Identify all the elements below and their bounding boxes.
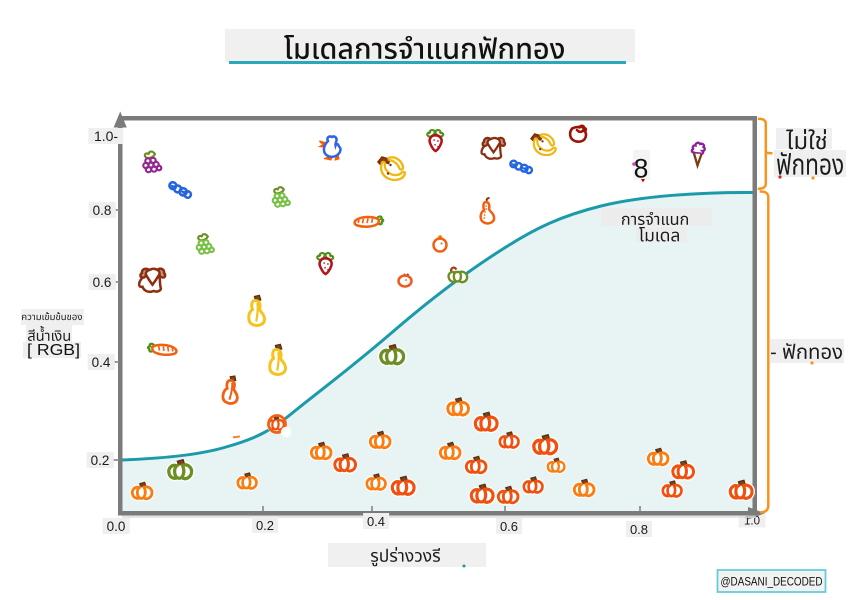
svg-text:0.4: 0.4 [92,355,111,370]
svg-text:0.6: 0.6 [500,519,518,534]
svg-text:[ RGB]: [ RGB] [27,342,80,359]
svg-text:0.8: 0.8 [93,203,112,218]
svg-text:0.6: 0.6 [93,275,112,290]
svg-text:0.0: 0.0 [107,519,126,534]
svg-text:@DASANI_DECODED: @DASANI_DECODED [721,575,823,589]
svg-text:0.4: 0.4 [367,514,385,529]
svg-text:0.2: 0.2 [256,518,274,533]
svg-text:0.2: 0.2 [91,453,110,468]
svg-text:8: 8 [634,154,649,184]
svg-text:1.0-: 1.0- [94,128,118,144]
svg-text:0.8: 0.8 [630,522,648,537]
